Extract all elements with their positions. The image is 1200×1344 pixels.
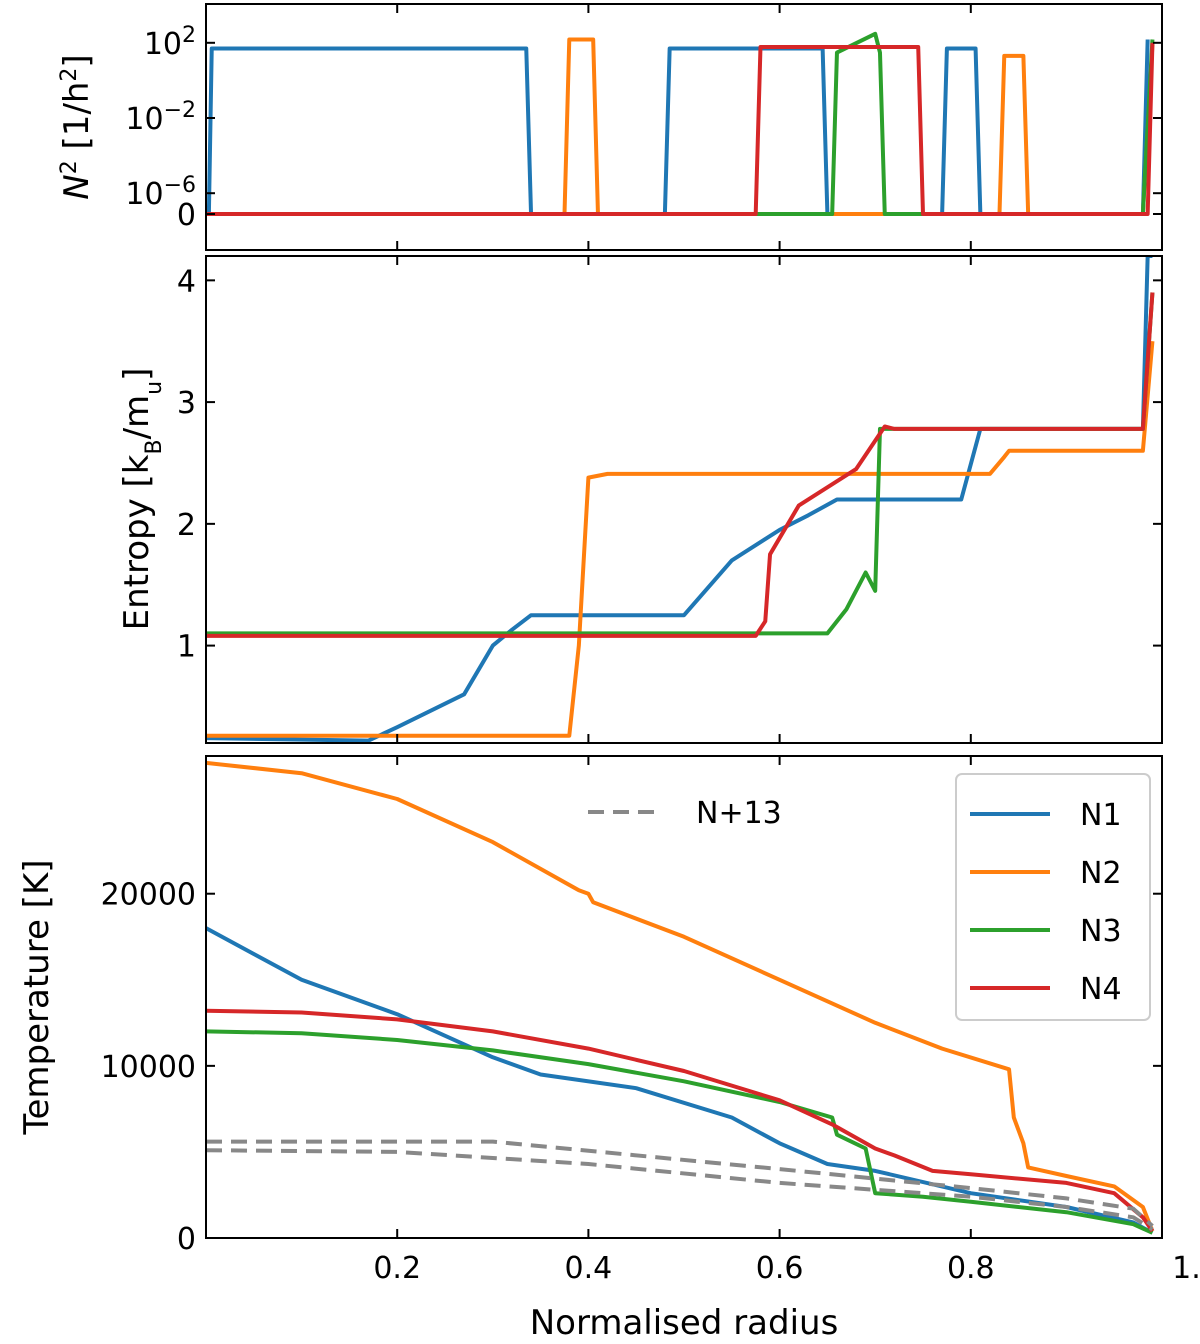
bottom-panel: 0 10000 20000 0.2 0.4 0.6 0.8 1.0 Temperature … [17,755,1200,1343]
series-n4-line [206,1008,1155,1233]
series-n2-line [206,37,1155,216]
bottom-axes-frame [205,755,1163,1239]
legend-label-n3: N3 [1080,914,1122,949]
legend-label-n4: N4 [1080,972,1122,1007]
top-axes-frame [205,3,1163,251]
top-y-axis-title: N2 [1/h2] [57,54,98,199]
series-n2-line [206,341,1155,738]
x-axis-title: Normalised radius [530,1303,839,1343]
y-tick-label: 10−2 [125,98,196,138]
x-tick-label: 0.6 [756,1251,804,1286]
series-n1-line [206,39,1150,216]
series-n3-line [206,292,1155,636]
y-tick-label: 10−6 [125,173,196,213]
y-tick-label: 0 [177,198,196,233]
middle-y-axis-title: Entropy [kB/mu] [117,368,167,631]
series-n1-line [206,256,1153,743]
legend-label-n1: N1 [1080,798,1122,833]
series-n2-line [206,760,1155,1232]
y-tick-label: 102 [144,22,196,62]
y-tick-label: 20000 [101,878,196,913]
y-tick-label: 4 [177,264,196,299]
series-n-13-a-line [206,1139,1154,1228]
y-tick-label: 0 [177,1222,196,1257]
top-panel: 102 10−2 10−60 N2 [1/h2] [57,3,1163,251]
n13-legend: N+13 [588,796,782,831]
legend-label-n2: N2 [1080,856,1122,891]
x-tick-label: 0.2 [373,1251,421,1286]
series-n3-line [206,31,1155,216]
bottom-y-axis-title: Temperature [K] [17,859,57,1135]
series-n4-line [206,42,1155,216]
y-tick-label: 3 [177,386,196,421]
middle-panel: 1 2 3 4 Entropy [kB/mu] [117,255,1163,744]
y-tick-label: 1 [177,630,196,665]
y-tick-label: 10000 [101,1050,196,1085]
middle-axes-frame [205,255,1163,744]
n13-legend-label: N+13 [696,796,782,831]
series-n-13-b-line [206,1148,1154,1232]
legend-box [955,773,1151,1021]
legend: N1 N2 N3 N4 [955,773,1151,1021]
y-tick-label: 2 [177,508,196,543]
x-tick-label: 1.0 [1172,1251,1200,1286]
x-tick-label: 0.8 [947,1251,995,1286]
series-n4-line [206,292,1155,638]
x-tick-label: 0.4 [565,1251,613,1286]
